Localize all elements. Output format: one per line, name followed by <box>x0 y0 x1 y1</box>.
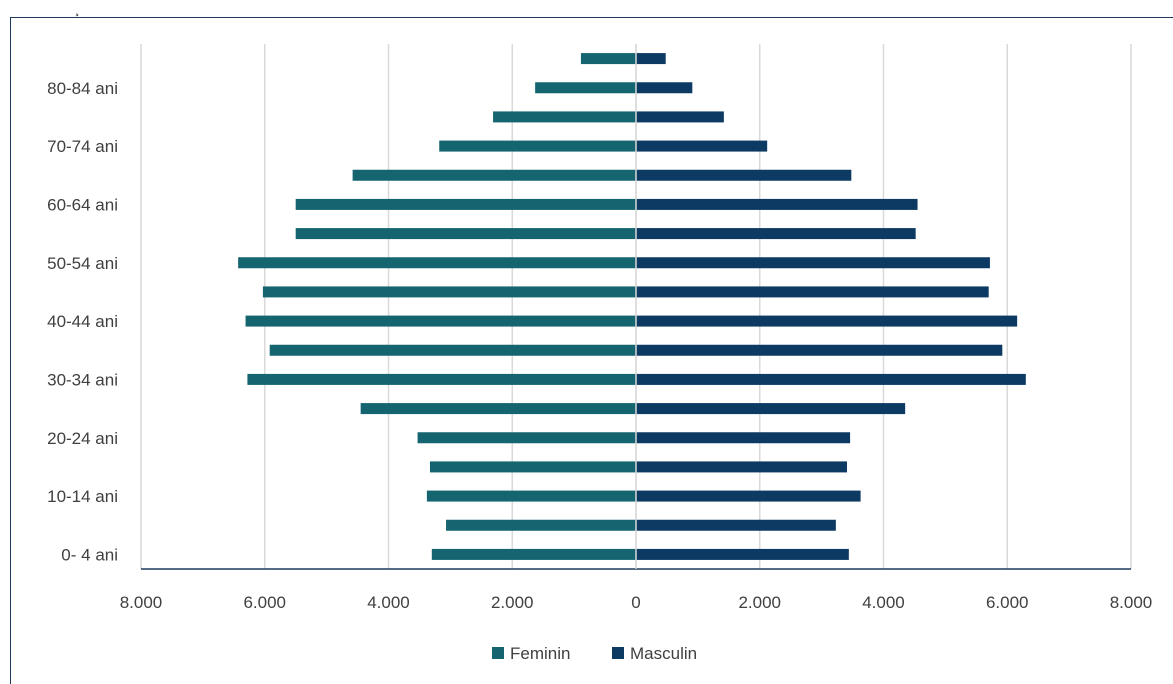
bar-masculin <box>636 257 990 269</box>
bar-masculin <box>636 461 847 473</box>
bar-feminin <box>269 344 636 356</box>
bar-feminin <box>247 373 637 385</box>
bar-feminin <box>417 432 636 444</box>
bar-masculin <box>636 490 861 502</box>
x-tick-label: 6.000 <box>243 593 286 612</box>
bar-masculin <box>636 286 989 298</box>
chart-frame <box>10 17 1173 684</box>
y-tick-label: 20-24 ani <box>47 429 118 448</box>
x-tick-label: 4.000 <box>862 593 905 612</box>
bar-feminin <box>360 403 636 415</box>
legend: Feminin Masculin <box>492 644 697 663</box>
bars <box>238 53 1026 560</box>
bar-masculin <box>636 432 851 444</box>
legend-label: Masculin <box>630 644 697 663</box>
legend-label: Feminin <box>510 644 570 663</box>
bar-masculin <box>636 315 1018 327</box>
bar-feminin <box>295 198 636 210</box>
y-tick-label: 10-14 ani <box>47 487 118 506</box>
legend-swatch <box>612 647 624 659</box>
x-tick-label: 8.000 <box>120 593 163 612</box>
bar-feminin <box>352 169 636 181</box>
bar-feminin <box>493 111 636 123</box>
bar-feminin <box>295 228 636 240</box>
bar-masculin <box>636 548 849 560</box>
bar-masculin <box>636 519 836 531</box>
y-tick-label: 50-54 ani <box>47 254 118 273</box>
bar-masculin <box>636 111 724 123</box>
y-tick-label: 60-64 ani <box>47 195 118 214</box>
x-tick-label: 0 <box>631 593 640 612</box>
x-tick-label: 6.000 <box>986 593 1029 612</box>
x-tick-labels: 8.000 6.000 4.000 2.000 0 2.000 4.000 6.000 8.00… <box>120 593 1153 612</box>
x-tick-label: 8.000 <box>1110 593 1153 612</box>
bar-masculin <box>636 198 918 210</box>
x-tick-label: 2.000 <box>491 593 534 612</box>
bar-feminin <box>429 461 636 473</box>
legend-swatch <box>492 647 504 659</box>
bar-masculin <box>636 53 666 65</box>
bar-feminin <box>535 82 636 94</box>
x-tick-label: 4.000 <box>367 593 410 612</box>
y-tick-labels: 0- 4 ani 10-14 ani 20-24 ani 30-34 ani 40-44… <box>47 79 118 565</box>
y-tick-label: 70-74 ani <box>47 137 118 156</box>
y-tick-label: 40-44 ani <box>47 312 118 331</box>
bar-feminin <box>439 140 636 152</box>
axes <box>141 44 1131 570</box>
bar-masculin <box>636 228 916 240</box>
y-tick-label: 0- 4 ani <box>61 545 118 564</box>
x-tick-label: 2.000 <box>738 593 781 612</box>
bar-masculin <box>636 169 852 181</box>
bar-masculin <box>636 403 906 415</box>
bar-masculin <box>636 140 768 152</box>
bar-feminin <box>238 257 637 269</box>
bar-masculin <box>636 82 693 94</box>
bar-feminin <box>262 286 636 298</box>
y-tick-label: 30-34 ani <box>47 370 118 389</box>
bar-feminin <box>580 53 636 65</box>
y-tick-label: 80-84 ani <box>47 79 118 98</box>
bar-feminin <box>431 548 636 560</box>
bar-feminin <box>446 519 636 531</box>
top-mark: ¸ <box>75 0 80 16</box>
bar-feminin <box>426 490 636 502</box>
bar-masculin <box>636 344 1003 356</box>
bar-feminin <box>245 315 636 327</box>
bar-masculin <box>636 373 1026 385</box>
